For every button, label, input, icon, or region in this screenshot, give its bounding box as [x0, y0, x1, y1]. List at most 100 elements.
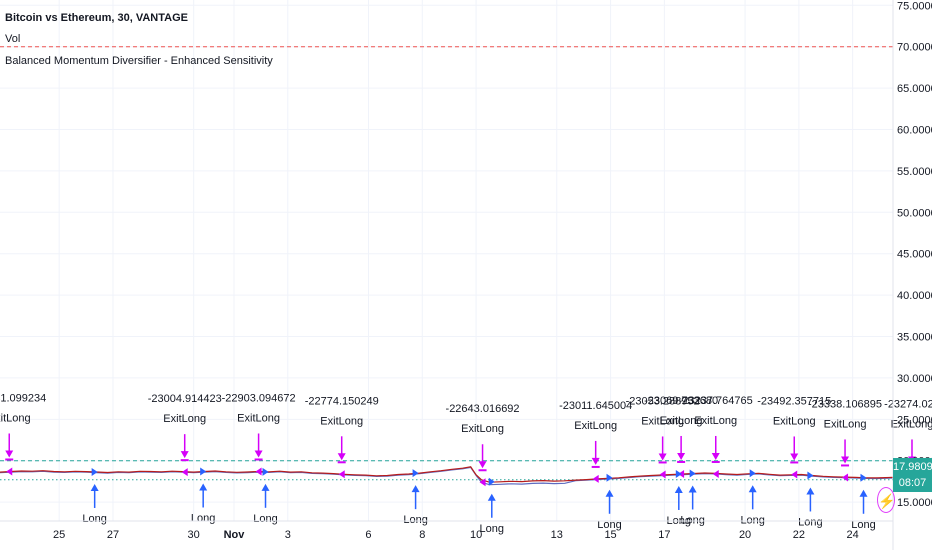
- exit-pnl-label: -23069.733680: [644, 395, 718, 407]
- exit-pnl-label: -22774.150249: [305, 395, 379, 407]
- long-label: Long: [82, 513, 106, 525]
- x-tick-label: 27: [107, 529, 119, 541]
- bar-countdown: 08:07: [898, 477, 927, 489]
- long-label: Long: [480, 523, 504, 535]
- long-arrow-head: [487, 493, 496, 501]
- long-label: Long: [191, 512, 215, 524]
- y-tick-label: 35.0000: [897, 332, 932, 344]
- y-tick-label: 60.0000: [897, 125, 932, 137]
- exit-type-label: ExitLong: [773, 415, 816, 427]
- indicator-legend[interactable]: Balanced Momentum Diversifier - Enhanced…: [5, 55, 273, 67]
- chart-title[interactable]: Bitcoin vs Ethereum, 30, VANTAGE: [5, 12, 188, 24]
- exit-arrow-head: [478, 461, 487, 469]
- exit-pnl-label: -22903.094672: [222, 392, 296, 404]
- exit-marker: [791, 470, 798, 479]
- exit-marker: [479, 478, 486, 487]
- exit-type-label: ExitLong: [694, 415, 737, 427]
- y-tick-label: 45.0000: [897, 249, 932, 261]
- exit-arrow-head: [180, 451, 189, 459]
- exit-marker: [338, 470, 345, 479]
- exit-type-label: ExitLong: [641, 415, 684, 427]
- trade-signals: -23041.099234 ExitLong Long -23004.914423 Ex…: [0, 392, 932, 534]
- exit-arrow-head: [254, 450, 263, 458]
- x-tick-label: 8: [419, 529, 425, 541]
- exit-arrow-head: [711, 452, 720, 460]
- long-entry-marker: [807, 471, 814, 480]
- exit-marker: [842, 473, 849, 482]
- exit-arrow-head: [591, 457, 600, 465]
- y-tick-label: 40.0000: [897, 290, 932, 302]
- exit-arrow-head: [5, 450, 14, 458]
- y-tick-label: 50.0000: [897, 207, 932, 219]
- x-tick-label: 3: [285, 529, 291, 541]
- x-tick-label: 25: [53, 529, 65, 541]
- exit-pnl-label: -23338.106895: [808, 398, 882, 410]
- price-line: [0, 466, 894, 483]
- y-tick-label: 65.0000: [897, 83, 932, 95]
- lightning-icon[interactable]: ⚡: [877, 487, 895, 513]
- long-arrow-head: [199, 483, 208, 491]
- x-tick-label: 17: [658, 529, 670, 541]
- x-tick-label: 15: [604, 529, 616, 541]
- exit-type-label: ExitLong: [0, 412, 31, 424]
- price-series: [0, 466, 894, 486]
- price-axis[interactable]: 75.0000 70.0000 65.0000 60.0000 55.0000 50.00…: [897, 0, 932, 509]
- long-entry-marker: [488, 477, 495, 486]
- long-entry-marker: [412, 469, 419, 478]
- long-entry-marker: [200, 467, 207, 476]
- long-arrow-head: [859, 489, 868, 497]
- x-tick-label: 22: [793, 529, 805, 541]
- long-label: Long: [740, 514, 764, 526]
- long-entry-marker: [91, 467, 98, 476]
- long-arrow-head: [674, 485, 683, 493]
- exit-pnl-label: -22643.016692: [446, 403, 520, 415]
- long-entry-marker: [749, 469, 756, 478]
- exit-marker: [255, 467, 262, 476]
- exit-type-label: ExitLong: [237, 412, 280, 424]
- long-label: Long: [403, 514, 427, 526]
- exit-marker: [712, 469, 719, 478]
- long-label: Long: [597, 519, 621, 531]
- exit-pnl-label: -23053.288952: [626, 395, 700, 407]
- exit-type-label: ExitLong: [461, 423, 504, 435]
- y-tick-label: 15.0000: [897, 497, 932, 509]
- y-tick-label: 30.0000: [897, 373, 932, 385]
- last-price-tag: 17.9809 08:07: [893, 458, 932, 492]
- exit-pnl-label: -23274.020: [884, 398, 932, 410]
- long-entry-marker: [606, 473, 613, 482]
- long-entry-marker: [689, 469, 696, 478]
- horizontal-levels: [0, 46, 893, 481]
- long-arrow-head: [90, 483, 99, 491]
- long-label: Long: [798, 516, 822, 528]
- exit-type-label: ExitLong: [824, 418, 867, 430]
- x-tick-label: 13: [551, 529, 563, 541]
- long-arrow-head: [261, 483, 270, 491]
- exit-marker: [181, 468, 188, 477]
- chart-grid: [0, 0, 893, 521]
- long-arrow-head: [806, 487, 815, 495]
- exit-arrow-head: [841, 456, 850, 464]
- y-tick-label: 75.0000: [897, 0, 932, 12]
- exit-arrow-head: [790, 453, 799, 461]
- y-tick-label: 25.0000: [897, 414, 932, 426]
- exit-type-label: ExitLong: [891, 418, 932, 430]
- long-label: Long: [253, 513, 277, 525]
- exit-marker: [592, 474, 599, 483]
- x-tick-label: 24: [847, 529, 859, 541]
- exit-pnl-label: -23237.764765: [679, 395, 753, 407]
- x-tick-label: 30: [188, 529, 200, 541]
- long-entry-marker: [860, 473, 867, 482]
- volume-legend[interactable]: Vol: [5, 33, 21, 45]
- x-tick-label: 20: [739, 529, 751, 541]
- long-arrow-head: [688, 485, 697, 493]
- y-tick-label: 70.0000: [897, 42, 932, 54]
- exit-pnl-label: -23004.914423: [148, 393, 222, 405]
- exit-arrow-head: [658, 453, 667, 461]
- exit-pnl-label: -23041.099234: [0, 392, 46, 404]
- exit-marker: [6, 467, 13, 476]
- x-tick-label: 6: [365, 529, 371, 541]
- time-axis[interactable]: 25 27 30 Nov 3 6 8 10 13 15 17 20 22 24: [53, 529, 859, 541]
- exit-marker: [659, 470, 666, 479]
- long-entry-marker: [262, 467, 269, 476]
